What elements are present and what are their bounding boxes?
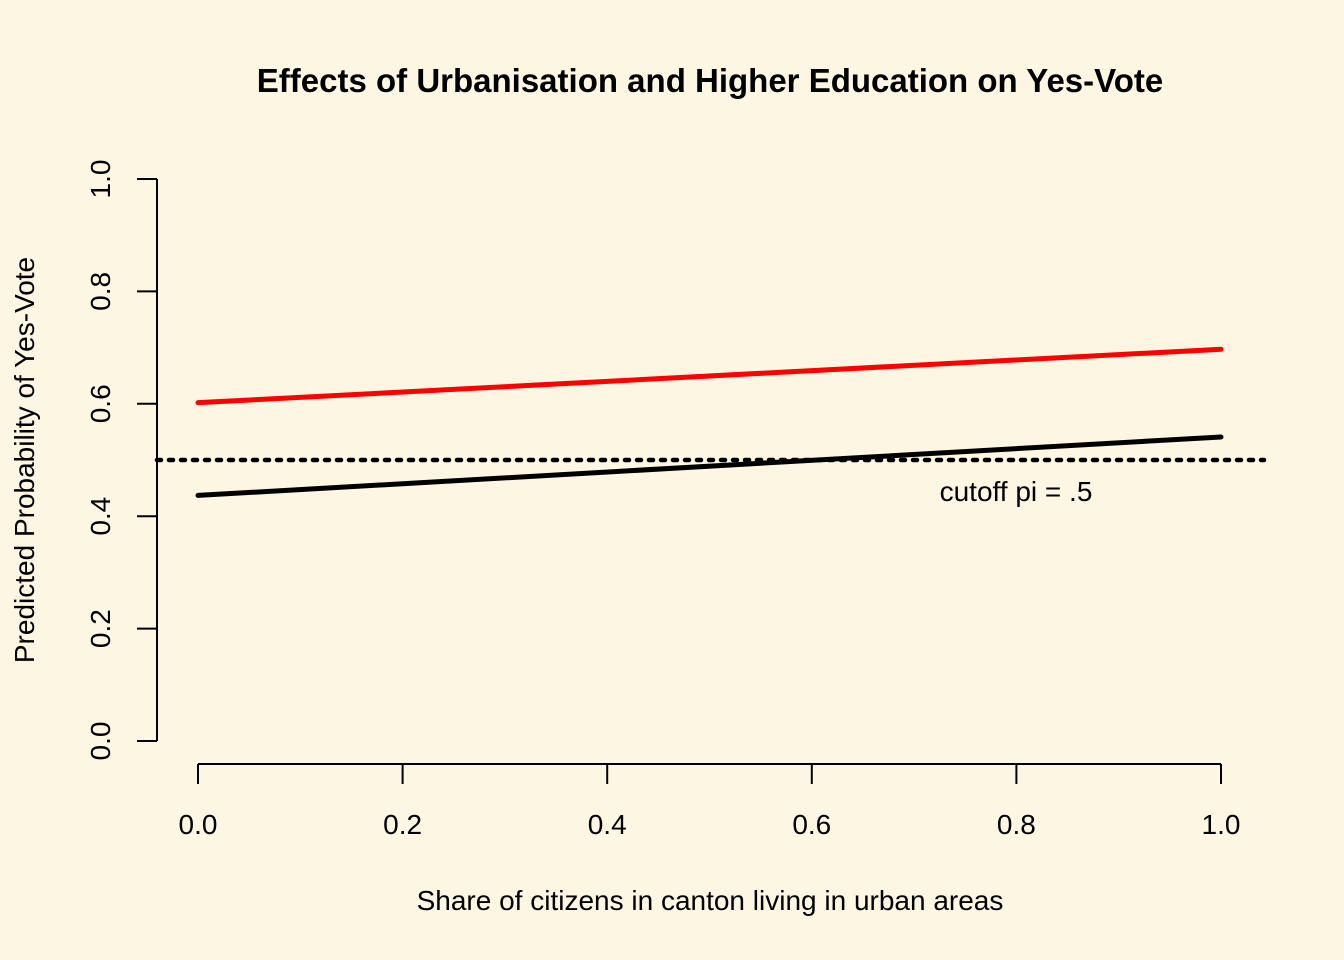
y-tick-label: 1.0: [85, 160, 116, 199]
x-tick-label: 0.2: [383, 809, 422, 840]
series-line-red: [195, 346, 1224, 406]
y-axis: 0.0 0.2 0.4 0.6 0.8 1.0: [85, 160, 158, 761]
x-tick-label: 1.0: [1202, 809, 1241, 840]
y-tick-label: 0.6: [85, 384, 116, 423]
y-tick-label: 0.2: [85, 609, 116, 648]
x-tick-label: 0.4: [588, 809, 627, 840]
y-tick-label: 0.8: [85, 272, 116, 311]
series-line-black: [195, 434, 1224, 498]
y-axis-label: Predicted Probability of Yes-Vote: [9, 257, 40, 663]
chart-title: Effects of Urbanisation and Higher Educa…: [257, 62, 1163, 99]
x-tick-label: 0.6: [792, 809, 831, 840]
x-axis: 0.0 0.2 0.4 0.6 0.8 1.0: [179, 763, 1241, 840]
x-axis-label: Share of citizens in canton living in ur…: [417, 885, 1004, 916]
plot-lines: [154, 346, 1267, 498]
x-tick-label: 0.0: [179, 809, 218, 840]
x-tick-label: 0.8: [997, 809, 1036, 840]
y-tick-label: 0.0: [85, 722, 116, 761]
cutoff-annotation: cutoff pi = .5: [940, 476, 1093, 507]
y-tick-label: 0.4: [85, 497, 116, 536]
